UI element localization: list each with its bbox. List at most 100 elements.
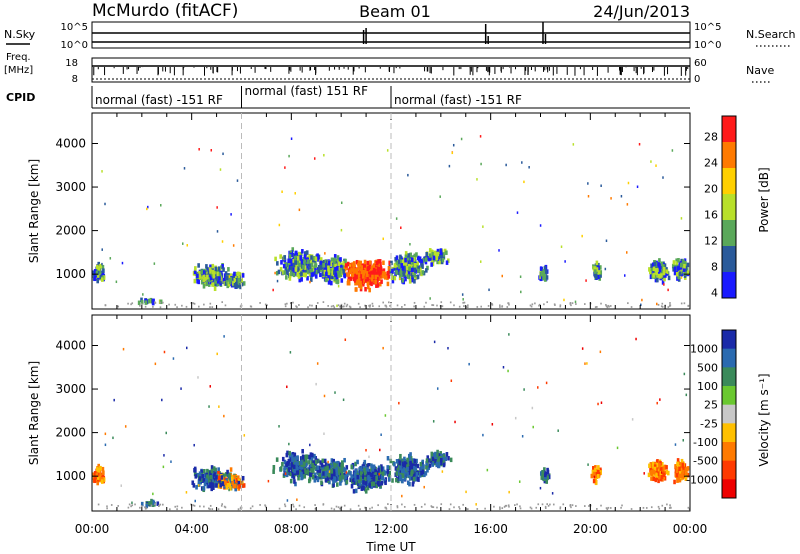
- echo-point: [606, 306, 609, 309]
- echo-point: [516, 503, 518, 506]
- echo-point: [303, 461, 306, 467]
- echo-point: [304, 459, 308, 464]
- echo-point: [207, 282, 211, 287]
- echo-point: [340, 264, 343, 270]
- echo-point: [345, 471, 348, 474]
- echo-point: [498, 249, 500, 252]
- echo-point: [212, 274, 216, 279]
- echo-point: [411, 482, 415, 487]
- echo-point: [298, 470, 302, 475]
- echo-point: [354, 488, 358, 494]
- echo-point: [323, 394, 326, 398]
- echo-point: [546, 503, 548, 506]
- echo-point: [320, 264, 324, 270]
- echo-point: [291, 267, 295, 272]
- echo-point: [682, 267, 686, 272]
- echo-point: [416, 463, 420, 469]
- echo-point: [686, 262, 690, 268]
- echo-point: [298, 304, 300, 306]
- echo-point: [408, 260, 412, 265]
- echo-point: [272, 469, 275, 474]
- echo-point: [237, 508, 240, 511]
- echo-point: [230, 213, 232, 216]
- echo-point: [330, 475, 333, 480]
- echo-point: [563, 298, 565, 302]
- echo-point: [325, 277, 328, 283]
- echo-point: [369, 507, 371, 510]
- echo-point: [308, 263, 312, 268]
- echo-point: [209, 482, 212, 487]
- echo-point: [96, 278, 100, 284]
- echo-point: [523, 180, 525, 184]
- echo-point: [140, 300, 144, 305]
- echo-point: [325, 263, 329, 269]
- echo-point: [595, 260, 599, 266]
- echo-point: [272, 464, 276, 470]
- echo-point: [349, 306, 352, 309]
- echo-point: [327, 270, 331, 276]
- echo-point: [447, 346, 449, 350]
- echo-point: [398, 270, 401, 276]
- echo-point: [372, 264, 376, 269]
- echo-point: [649, 462, 653, 467]
- echo-point: [228, 473, 231, 478]
- echo-point: [144, 305, 147, 308]
- echo-point: [297, 251, 301, 257]
- echo-point: [552, 503, 555, 506]
- echo-point: [276, 261, 279, 266]
- echo-point: [539, 224, 542, 227]
- echo-point: [380, 471, 384, 477]
- echo-point: [407, 271, 411, 276]
- echo-point: [341, 305, 344, 308]
- echo-point: [230, 279, 233, 285]
- echo-point: [649, 467, 652, 473]
- echo-point: [335, 274, 339, 280]
- echo-point: [327, 267, 330, 272]
- echo-point: [314, 274, 318, 279]
- echo-point: [209, 306, 211, 309]
- echo-point: [375, 472, 378, 477]
- echo-point: [296, 464, 300, 469]
- echo-point: [554, 304, 556, 306]
- echo-point: [428, 253, 432, 258]
- echo-point: [290, 260, 294, 266]
- echo-point: [235, 281, 238, 287]
- echo-point: [680, 258, 683, 264]
- echo-point: [399, 460, 402, 466]
- echo-point: [667, 306, 670, 308]
- echo-point: [152, 298, 155, 304]
- echo-point: [571, 302, 574, 305]
- echo-point: [425, 252, 429, 257]
- echo-point: [291, 247, 295, 252]
- echo-point: [610, 197, 612, 200]
- echo-point: [304, 462, 308, 468]
- echo-point: [648, 463, 651, 469]
- echo-point: [283, 459, 287, 465]
- echo-point: [656, 277, 659, 283]
- echo-point: [662, 266, 666, 272]
- echo-point: [330, 280, 333, 286]
- echo-point: [232, 281, 235, 286]
- echo-point: [627, 302, 629, 305]
- echo-point: [678, 477, 682, 483]
- echo-point: [150, 501, 154, 506]
- echo-point: [410, 265, 414, 270]
- echo-point: [605, 239, 608, 243]
- echo-point: [534, 302, 536, 305]
- echo-point: [202, 284, 206, 289]
- echo-point: [403, 471, 406, 476]
- echo-point: [399, 254, 402, 260]
- echo-point: [410, 267, 414, 273]
- echo-point: [656, 401, 658, 405]
- echo-point: [382, 301, 385, 304]
- echo-point: [687, 506, 690, 509]
- echo-point: [312, 468, 315, 473]
- echo-point: [275, 457, 279, 462]
- echo-point: [385, 305, 388, 308]
- echo-point: [207, 273, 211, 279]
- echo-point: [436, 506, 438, 509]
- echo-point: [294, 461, 297, 467]
- echo-point: [371, 302, 374, 305]
- echo-point: [336, 466, 340, 471]
- echo-point: [99, 476, 103, 482]
